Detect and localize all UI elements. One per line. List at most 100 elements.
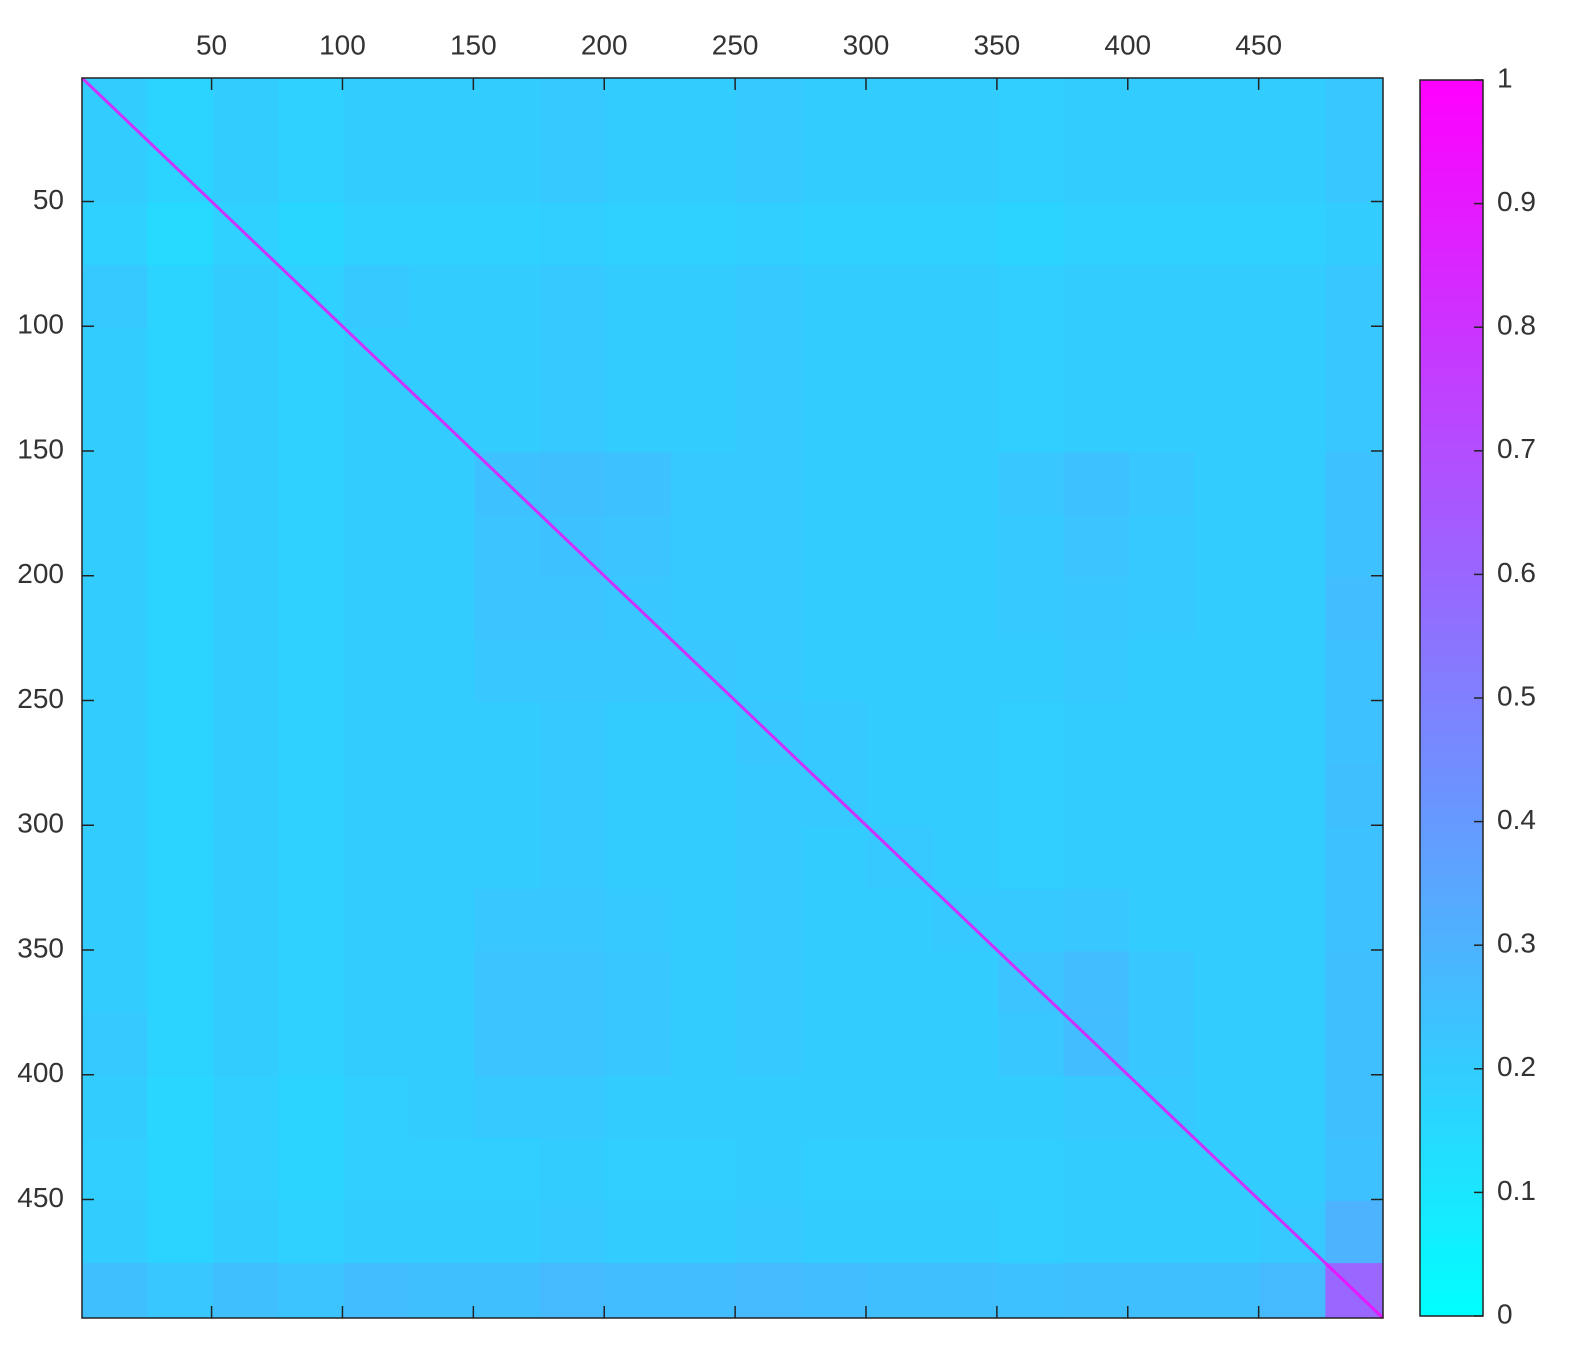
heat-cell: [1129, 202, 1196, 266]
heat-cell: [474, 327, 541, 391]
heat-cell: [932, 1200, 999, 1264]
heat-cell: [409, 764, 476, 827]
heat-cell: [147, 327, 214, 391]
heat-cell: [409, 576, 476, 640]
heat-cell: [409, 140, 476, 204]
colorbar-tick-label: 0.8: [1497, 310, 1536, 341]
heat-cell: [1063, 265, 1130, 328]
heat-cell: [1325, 452, 1384, 516]
heat-cell: [867, 1263, 934, 1319]
heat-cell: [1063, 202, 1130, 266]
heat-cell: [932, 764, 999, 827]
heat-cell: [801, 701, 868, 765]
heat-cell: [801, 1200, 868, 1264]
heat-cell: [343, 826, 410, 890]
heat-cell: [605, 1138, 672, 1202]
heat-cell: [147, 1138, 214, 1202]
heat-cell: [540, 452, 607, 516]
heat-cell: [670, 140, 737, 204]
heat-cell: [1129, 576, 1196, 640]
heat-cell: [540, 1200, 607, 1264]
heat-cell: [540, 78, 607, 141]
heat-cell: [82, 888, 148, 952]
colorbar-tick-label: 0.3: [1497, 928, 1536, 959]
heat-cell: [867, 639, 934, 703]
y-tick-label: 250: [17, 683, 64, 714]
heat-cell: [409, 452, 476, 516]
heat-cell: [82, 1013, 148, 1077]
heat-cell: [409, 1013, 476, 1077]
heat-cell: [1194, 389, 1261, 453]
heat-cell: [540, 1263, 607, 1319]
heat-cell: [278, 452, 345, 516]
heat-cell: [867, 452, 934, 516]
heat-cell: [82, 1138, 148, 1202]
heat-cell: [736, 764, 803, 827]
heat-cell: [605, 78, 672, 141]
y-tick-label: 50: [33, 184, 64, 215]
heat-cell: [147, 265, 214, 328]
heat-cell: [82, 701, 148, 765]
heat-cell: [670, 888, 737, 952]
heat-cell: [670, 1263, 737, 1319]
heat-cell: [1259, 951, 1326, 1015]
heat-cell: [1129, 327, 1196, 391]
heat-cell: [736, 1138, 803, 1202]
heat-cell: [932, 452, 999, 516]
heat-cell: [540, 1138, 607, 1202]
heat-cell: [343, 78, 410, 141]
heat-cell: [278, 1075, 345, 1139]
heat-cell: [343, 1138, 410, 1202]
heat-cell: [474, 265, 541, 328]
heat-cell: [998, 265, 1065, 328]
heat-cell: [867, 576, 934, 640]
heat-cell: [1194, 764, 1261, 827]
heat-cell: [998, 202, 1065, 266]
heat-cell: [278, 327, 345, 391]
heat-cell: [212, 1013, 279, 1077]
heat-cell: [1325, 639, 1384, 703]
heat-cell: [1259, 1075, 1326, 1139]
heat-cell: [867, 327, 934, 391]
heat-cell: [1194, 514, 1261, 578]
heat-cell: [474, 140, 541, 204]
heat-cell: [212, 327, 279, 391]
heat-cell: [736, 327, 803, 391]
heat-cell: [82, 764, 148, 827]
heat-cell: [212, 1138, 279, 1202]
heat-cell: [932, 1075, 999, 1139]
heat-cell: [932, 1013, 999, 1077]
heat-cell: [147, 78, 214, 141]
heat-cell: [1194, 452, 1261, 516]
heat-cell: [82, 452, 148, 516]
heat-cell: [867, 1013, 934, 1077]
heat-cell: [736, 951, 803, 1015]
heat-cell: [409, 888, 476, 952]
heat-cell: [409, 78, 476, 141]
heat-cell: [147, 1263, 214, 1319]
heat-cell: [343, 452, 410, 516]
x-tick-label: 150: [450, 29, 497, 60]
heat-cell: [801, 888, 868, 952]
heat-cell: [540, 888, 607, 952]
heat-cell: [932, 202, 999, 266]
heat-cell: [605, 389, 672, 453]
heat-cell: [1129, 1013, 1196, 1077]
heat-cell: [736, 826, 803, 890]
heat-cell: [343, 639, 410, 703]
heat-cell: [605, 1075, 672, 1139]
heat-cell: [1129, 1263, 1196, 1319]
heat-cell: [1259, 1263, 1326, 1319]
heat-cell: [670, 1075, 737, 1139]
heat-cell: [801, 826, 868, 890]
heat-cell: [409, 327, 476, 391]
y-tick-label: 450: [17, 1182, 64, 1213]
heat-cell: [343, 888, 410, 952]
heat-cell: [82, 514, 148, 578]
x-tick-label: 100: [319, 29, 366, 60]
heat-cell: [474, 888, 541, 952]
heat-cell: [736, 1075, 803, 1139]
heat-cell: [212, 452, 279, 516]
heat-cell: [343, 1200, 410, 1264]
